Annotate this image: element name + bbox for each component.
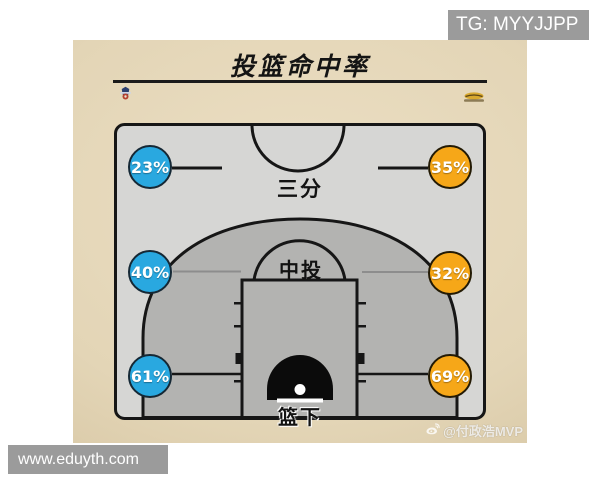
site-watermark: www.eduyth.com: [8, 445, 168, 474]
team-logo-left-icon: [118, 86, 133, 101]
zone-label-midrange: 中投: [279, 260, 323, 282]
chart-title: 投篮命中率: [229, 53, 371, 81]
weibo-watermark: @付政浩MVP: [425, 421, 523, 440]
zone-label-three-point: 三分: [277, 178, 323, 201]
weibo-icon: [425, 423, 440, 438]
zone-label-at-rim: 篮下: [278, 407, 322, 429]
stat-blue-midrange: 40%: [128, 250, 172, 294]
stat-blue-three-point: 23%: [128, 145, 172, 189]
title-underline: [113, 80, 487, 83]
telegram-watermark: TG: MYYJJPP: [448, 10, 589, 40]
stat-orange-midrange: 32%: [428, 251, 472, 295]
stat-orange-at-rim: 69%: [428, 354, 472, 398]
team-logo-right-icon: [462, 90, 486, 102]
stat-orange-three-point: 35%: [428, 145, 472, 189]
weibo-handle: @付政浩MVP: [443, 424, 523, 439]
shooting-chart-infographic: 投篮命中率: [73, 40, 527, 443]
stat-blue-at-rim: 61%: [128, 354, 172, 398]
court-diagram: [114, 123, 486, 420]
